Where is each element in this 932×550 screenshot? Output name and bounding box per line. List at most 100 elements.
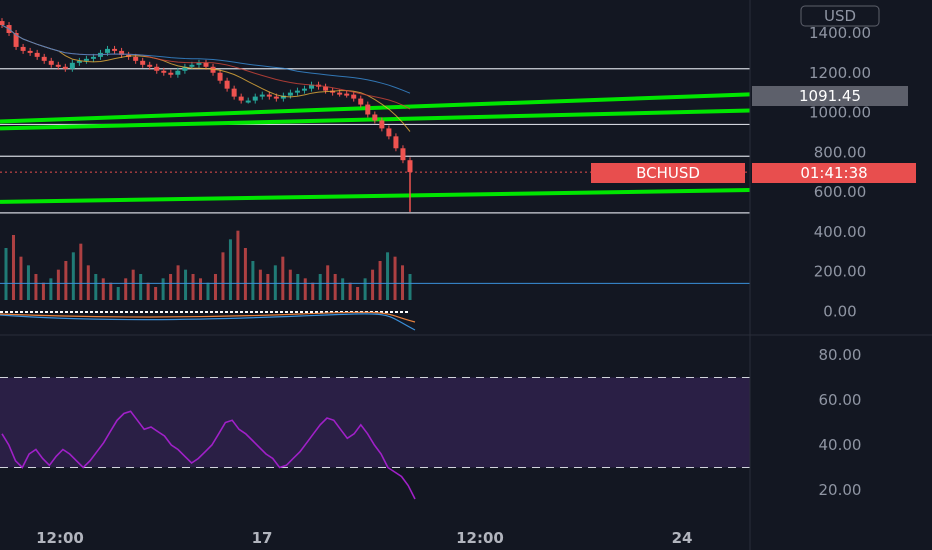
candle-body: [48, 60, 54, 65]
level-tag: [752, 86, 908, 106]
price-tick-label: 200.00: [814, 263, 867, 281]
level-tag-value: 1091.45: [799, 87, 861, 105]
volume-bar: [341, 278, 345, 300]
candle-body: [0, 21, 5, 26]
candle-body: [13, 33, 19, 47]
volume-bar: [213, 274, 217, 300]
candle-body: [344, 93, 350, 96]
volume-bar: [363, 278, 367, 300]
currency-label: USD: [824, 7, 856, 25]
volume-bar: [64, 261, 68, 300]
price-tick-label: 400.00: [814, 223, 867, 241]
candle-body: [294, 90, 300, 93]
candle-body: [140, 60, 146, 65]
volume-bar: [206, 282, 210, 300]
volume-bar: [288, 269, 292, 300]
candle-body: [351, 94, 357, 99]
candle-body: [238, 96, 244, 101]
candle-body: [90, 56, 96, 59]
volume-bar: [169, 274, 173, 300]
volume-bar: [34, 274, 38, 300]
candle-body: [407, 160, 413, 173]
candle-body: [231, 88, 237, 97]
volume-bar: [401, 265, 405, 300]
volume-bar: [199, 278, 203, 300]
candle-body: [358, 98, 364, 105]
volume-bar: [393, 256, 397, 300]
time-tick-label: 12:00: [36, 529, 84, 547]
candle-body: [62, 66, 68, 69]
candle-body: [189, 64, 195, 67]
candle-body: [83, 58, 89, 61]
price-tick-label: 0.00: [823, 302, 856, 320]
candle-body: [245, 100, 251, 103]
volume-bar: [94, 274, 98, 300]
volume-pane: [0, 230, 750, 300]
volume-bar: [131, 269, 135, 300]
candle-body: [34, 52, 40, 57]
price-pane[interactable]: [0, 18, 751, 214]
price-tick-label: 1200.00: [809, 64, 871, 82]
candle-body: [55, 64, 61, 67]
volume-bar: [109, 282, 113, 300]
time-axis: 12:00 17 12:00 24: [36, 529, 692, 547]
volume-bar: [356, 287, 360, 300]
candle-body: [224, 80, 230, 89]
volume-bar: [236, 230, 240, 300]
volume-bar: [4, 248, 8, 300]
volume-bar: [386, 252, 390, 300]
trendline: [0, 188, 751, 204]
volume-bar: [311, 282, 315, 300]
candle-body: [393, 136, 399, 149]
rsi-band: [0, 377, 750, 468]
candle-body: [386, 128, 392, 137]
volume-bar: [49, 278, 53, 300]
volume-bar: [251, 261, 255, 300]
volume-bar: [124, 278, 128, 300]
candle-body: [76, 60, 82, 63]
candle-body: [273, 96, 279, 99]
candle-body: [280, 95, 286, 99]
price-tick-label: 1000.00: [809, 104, 871, 122]
volume-bar: [79, 243, 83, 300]
volume-bar: [348, 282, 352, 300]
volume-bar: [146, 282, 150, 300]
volume-bar: [266, 274, 270, 300]
symbol-tag[interactable]: [591, 163, 745, 183]
volume-bar: [371, 269, 375, 300]
currency-badge[interactable]: [800, 5, 880, 27]
candle-body: [203, 62, 209, 67]
rsi-tick-label: 60.00: [819, 391, 862, 409]
candle-body: [323, 86, 329, 91]
volume-bar: [333, 274, 337, 300]
volume-bar: [154, 287, 158, 300]
trendline: [0, 92, 751, 124]
volume-bar: [26, 265, 30, 300]
volume-bar: [273, 265, 277, 300]
moving-average-line: [1, 24, 411, 132]
rsi-axis: 80.00 60.00 40.00 20.00: [819, 346, 862, 499]
macd-line: [0, 313, 416, 331]
candle-body: [147, 64, 153, 67]
countdown-tag-label: 01:41:38: [800, 164, 867, 182]
volume-bar: [11, 235, 15, 300]
volume-bar: [303, 278, 307, 300]
countdown-tag: [752, 163, 916, 183]
candle-body: [161, 70, 167, 73]
rsi-line: [1, 410, 416, 500]
candle-body: [69, 62, 75, 69]
volume-bar: [101, 278, 105, 300]
volume-bar: [86, 265, 90, 300]
moving-average-line: [1, 24, 411, 94]
candle-body: [196, 62, 202, 65]
symbol-tag-label: BCHUSD: [636, 164, 700, 182]
volume-bar: [243, 248, 247, 300]
volume-bar: [191, 274, 195, 300]
price-axis: 1400.00 1200.00 1000.00 800.00 600.00 400.00 2…: [809, 24, 871, 320]
candle-body: [105, 48, 111, 53]
volume-bar: [326, 265, 330, 300]
candle-body: [27, 50, 33, 53]
candle-body: [365, 104, 371, 115]
price-tick-label: 600.00: [814, 183, 867, 201]
